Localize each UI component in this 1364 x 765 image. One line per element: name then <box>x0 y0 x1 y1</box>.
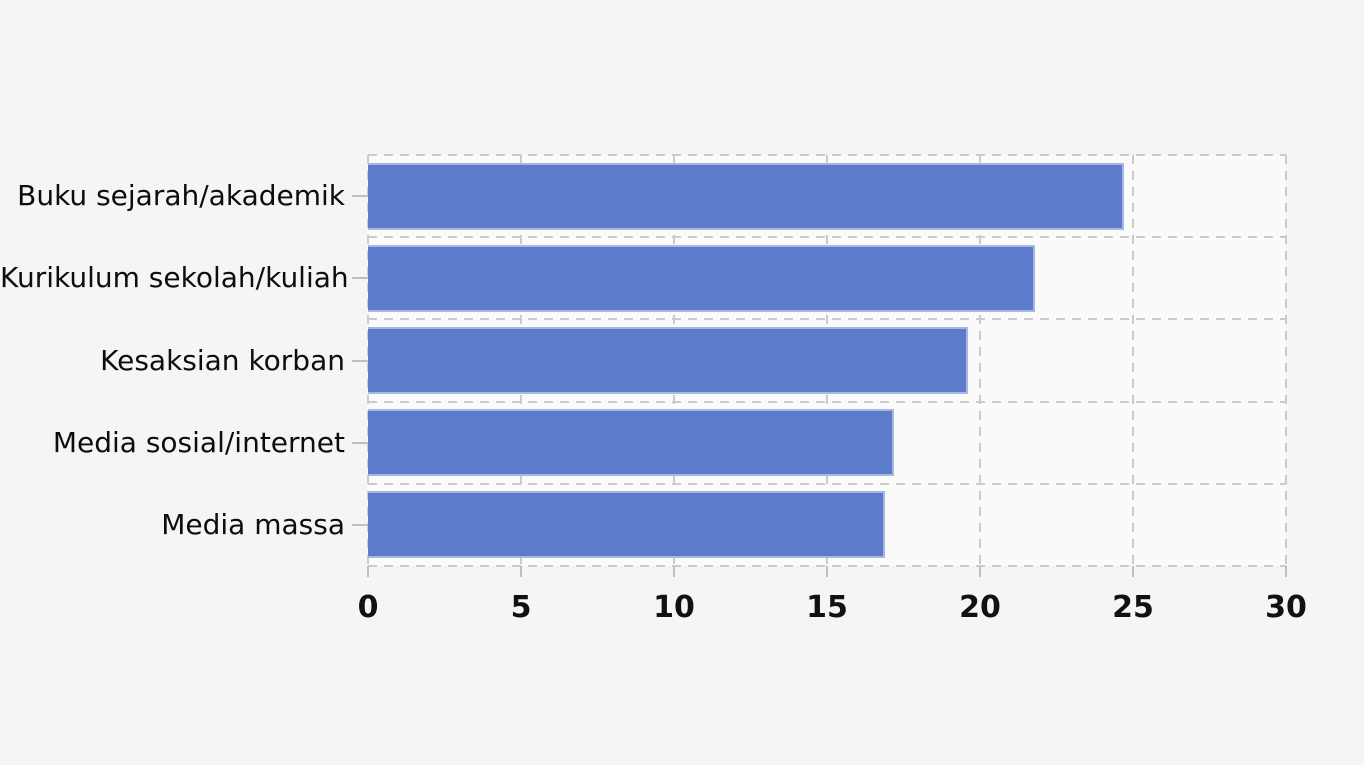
x-tick-label: 10 <box>653 590 695 625</box>
bar[interactable] <box>368 327 968 394</box>
x-tick-label: 25 <box>1112 590 1154 625</box>
gridline-row-2 <box>368 318 1286 321</box>
x-tick-mark <box>1132 566 1134 577</box>
y-tick-mark <box>352 359 368 362</box>
bar[interactable] <box>368 244 1036 312</box>
x-tick-mark <box>826 566 828 577</box>
plot-border-right <box>1285 155 1287 566</box>
x-tick-label: 5 <box>510 590 532 625</box>
plot-area <box>367 154 1287 567</box>
y-tick-mark <box>352 195 368 198</box>
x-tick-mark <box>1285 566 1287 577</box>
x-tick-label: 15 <box>806 590 848 625</box>
x-tick-label: 0 <box>357 590 379 625</box>
gridline-row-1 <box>368 236 1286 239</box>
bar[interactable] <box>368 491 886 559</box>
category-label: Kurikulum sekolah/kuliah <box>0 261 349 295</box>
y-tick-mark <box>352 523 368 526</box>
category-label: Kesaksian korban <box>100 343 345 377</box>
y-tick-mark <box>352 441 368 444</box>
bar[interactable] <box>368 409 895 477</box>
x-tick-mark <box>520 566 522 577</box>
category-label: Buku sejarah/akademik <box>17 179 345 213</box>
x-tick-mark <box>979 566 981 577</box>
gridline-x-20 <box>979 155 981 566</box>
x-tick-mark <box>367 566 369 577</box>
x-tick-mark <box>673 566 675 577</box>
gridline-row-4 <box>368 482 1286 485</box>
x-tick-label: 20 <box>959 590 1001 625</box>
x-tick-label: 30 <box>1265 590 1307 625</box>
gridline-x-25 <box>1132 155 1134 566</box>
gridline-row-3 <box>368 400 1286 403</box>
y-tick-mark <box>352 277 368 280</box>
category-label: Media massa <box>161 507 345 541</box>
bar[interactable] <box>368 162 1124 230</box>
category-label: Media sosial/internet <box>52 425 345 459</box>
